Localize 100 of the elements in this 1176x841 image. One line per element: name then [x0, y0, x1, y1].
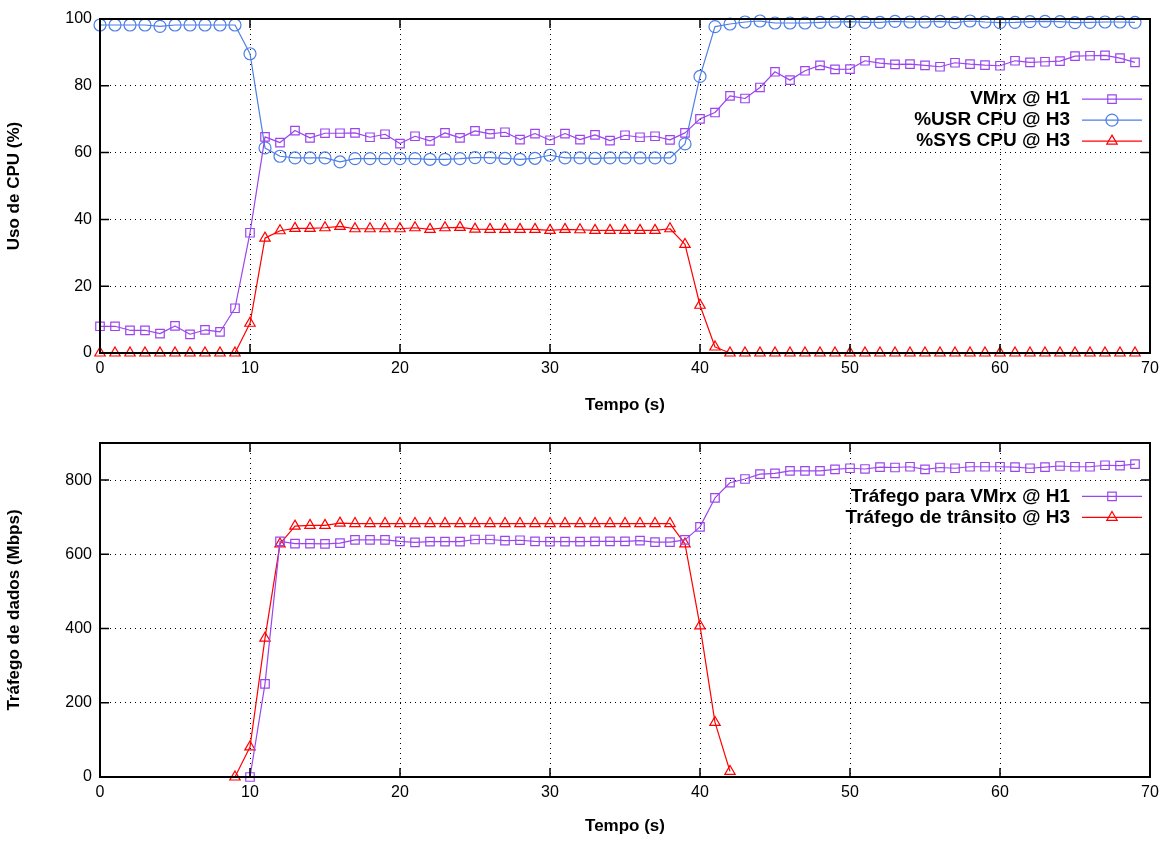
point [605, 536, 615, 547]
point [260, 679, 270, 689]
y-tick-label: 80 [74, 76, 93, 94]
point [724, 764, 736, 776]
point [725, 477, 735, 488]
y-axis-title: Uso de CPU (%) [3, 121, 23, 251]
point [1010, 462, 1020, 472]
point [530, 536, 540, 547]
point [244, 740, 256, 751]
point [770, 468, 780, 479]
point [575, 536, 585, 547]
x-tick-label: 60 [991, 783, 1009, 801]
point [245, 772, 255, 782]
point [470, 534, 480, 545]
point [559, 516, 571, 528]
point [484, 516, 496, 528]
point [604, 516, 616, 528]
legend-label: Tráfego de trânsito @ H3 [845, 505, 1070, 527]
point [1130, 459, 1140, 469]
point [890, 462, 900, 473]
point [290, 538, 300, 549]
point [1040, 462, 1050, 472]
point [410, 537, 420, 548]
point [800, 465, 810, 476]
point [440, 536, 450, 547]
point [305, 538, 315, 549]
point [875, 462, 885, 472]
y-axis-title: Tráfego de dados (Mbps) [3, 509, 23, 711]
x-tick-label: 70 [1141, 783, 1159, 801]
point [815, 465, 825, 476]
point [364, 516, 376, 528]
point [455, 536, 465, 547]
point [500, 535, 510, 546]
point [830, 464, 840, 475]
point [485, 534, 495, 545]
point [710, 493, 720, 503]
point [845, 463, 855, 474]
x-tick-label: 0 [95, 359, 105, 377]
x-tick-label: 30 [541, 359, 559, 377]
x-tick-label: 50 [841, 359, 859, 377]
point [454, 516, 466, 528]
legend-label: VMrx @ H1 [970, 87, 1071, 109]
point [709, 715, 721, 727]
point [544, 516, 556, 528]
point [304, 518, 316, 529]
point [394, 516, 406, 528]
point [259, 631, 271, 642]
point [469, 516, 481, 528]
point [965, 461, 975, 472]
point [409, 516, 421, 528]
point [619, 516, 631, 528]
point [1055, 461, 1065, 471]
point [439, 516, 451, 528]
point [620, 536, 630, 547]
y-tick-label: 100 [65, 9, 93, 27]
point [1070, 461, 1080, 472]
point [695, 522, 705, 532]
point [365, 535, 375, 545]
point [379, 516, 391, 528]
point [514, 516, 526, 528]
point [694, 619, 706, 630]
point [545, 536, 555, 547]
point [590, 536, 600, 547]
y-tick-label: 0 [83, 767, 93, 785]
x-tick-label: 50 [841, 783, 859, 801]
y-tick-label: 60 [74, 143, 93, 161]
y-tick-label: 40 [74, 209, 93, 227]
y-tick-label: 200 [65, 693, 93, 711]
x-axis-title: Tempo (s) [585, 395, 665, 415]
point [560, 536, 570, 547]
point [425, 536, 435, 547]
y-tick-label: 0 [83, 343, 93, 361]
point [289, 519, 301, 530]
point [395, 536, 405, 547]
point [589, 516, 601, 528]
point [515, 535, 525, 546]
legend-label: %SYS CPU @ H3 [916, 129, 1070, 151]
y-tick-label: 20 [74, 276, 93, 294]
point [935, 462, 945, 473]
point [860, 464, 870, 474]
point [499, 516, 511, 528]
x-tick-label: 30 [541, 783, 559, 801]
point [634, 516, 646, 528]
point [995, 461, 1005, 472]
point [319, 518, 331, 529]
x-tick-label: 20 [391, 783, 409, 801]
x-tick-label: 10 [241, 783, 259, 801]
legend-label: %USR CPU @ H3 [914, 108, 1070, 130]
point [574, 516, 586, 528]
x-axis-title: Tempo (s) [585, 816, 665, 836]
point [980, 461, 990, 472]
x-tick-label: 10 [241, 359, 259, 377]
point [905, 461, 915, 472]
x-tick-label: 60 [991, 359, 1009, 377]
x-tick-label: 40 [691, 783, 709, 801]
point [349, 516, 361, 528]
y-tick-label: 800 [65, 470, 93, 488]
y-tick-label: 400 [65, 618, 93, 636]
point [649, 516, 661, 528]
point [334, 516, 346, 527]
